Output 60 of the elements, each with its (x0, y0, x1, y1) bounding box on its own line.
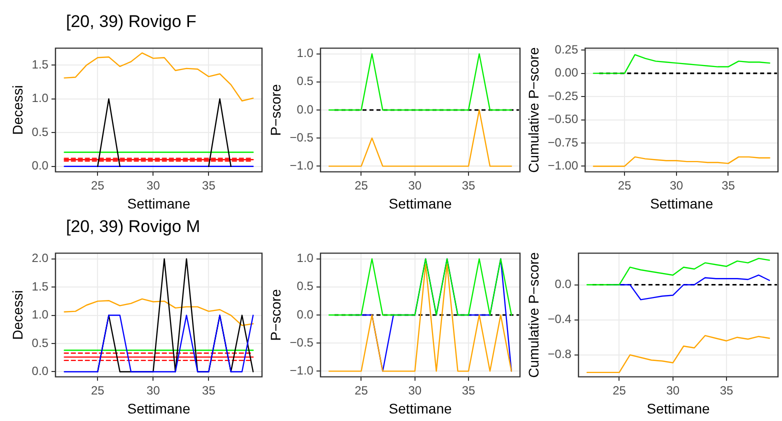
y-axis-title: Decessi (9, 85, 26, 135)
y-axis-title: Cumulative P−score (525, 252, 542, 378)
x-tick-label: 30 (146, 383, 160, 398)
y-tick-label: −0.25 (548, 88, 578, 103)
x-tick-label: 30 (408, 383, 422, 398)
x-axis-title: Settimane (388, 195, 452, 212)
y-tick-label: 2.0 (32, 251, 49, 266)
y-tick-label: 1.5 (32, 279, 49, 294)
y-tick-label: 0.5 (296, 279, 314, 294)
x-tick-label: 30 (670, 178, 684, 192)
y-tick-label: 0.5 (296, 74, 314, 88)
y-tick-label: 0.0 (32, 158, 49, 173)
y-axis-title: P−score (267, 288, 284, 341)
y-tick-label: −0.5 (290, 335, 314, 350)
y-tick-label: −1.0 (290, 363, 314, 378)
y-tick-label: 1.0 (296, 46, 314, 60)
x-tick-label: 35 (462, 383, 476, 398)
chart-title: [20, 39) Rovigo M (65, 216, 202, 238)
x-tick-label: 30 (666, 383, 680, 398)
y-tick-label: 1.0 (296, 251, 314, 266)
y-tick-label: −1.0 (290, 158, 314, 172)
y-tick-label: −0.75 (548, 135, 578, 150)
x-axis-title: Settimane (127, 400, 190, 416)
x-tick-label: 35 (202, 178, 216, 192)
x-tick-label: 25 (354, 178, 368, 192)
y-axis-title: P−score (267, 84, 284, 136)
x-tick-label: 25 (354, 383, 368, 398)
x-tick-label: 25 (612, 383, 626, 398)
x-tick-label: 35 (722, 178, 736, 192)
y-axis-title: Decessi (9, 290, 26, 340)
y-tick-label: 0.0 (296, 102, 314, 116)
y-axis-title: Cumulative P−score (525, 46, 542, 173)
x-tick-label: 25 (90, 383, 105, 398)
x-tick-label: 35 (202, 383, 216, 398)
y-tick-label: −0.4 (548, 312, 572, 326)
x-tick-label: 30 (408, 178, 422, 192)
y-tick-label: 0.00 (554, 66, 578, 80)
x-axis-title: Settimane (646, 400, 710, 416)
y-tick-label: 1.0 (32, 308, 49, 322)
chart-title: [20, 39) Rovigo F (65, 11, 198, 33)
y-tick-label: 0.0 (32, 364, 49, 378)
x-tick-label: 35 (720, 383, 734, 398)
x-tick-label: 35 (462, 178, 476, 192)
y-tick-label: 1.5 (32, 57, 49, 72)
y-tick-label: 0.5 (32, 336, 49, 350)
x-axis-title: Settimane (127, 195, 190, 212)
y-tick-label: −0.50 (548, 112, 578, 126)
y-tick-label: 0.5 (32, 124, 49, 139)
x-axis-title: Settimane (650, 195, 714, 212)
y-tick-label: 0.0 (296, 307, 314, 322)
y-tick-label: −1.00 (548, 158, 578, 173)
y-tick-label: 0.0 (554, 277, 572, 292)
y-tick-label: −0.5 (290, 130, 314, 144)
y-tick-label: 0.25 (554, 42, 578, 56)
y-tick-label: 1.0 (32, 91, 49, 106)
x-axis-title: Settimane (388, 400, 452, 416)
x-tick-label: 25 (90, 178, 105, 192)
y-tick-label: −0.8 (548, 347, 572, 362)
x-tick-label: 30 (146, 178, 160, 192)
x-tick-label: 25 (618, 178, 632, 192)
